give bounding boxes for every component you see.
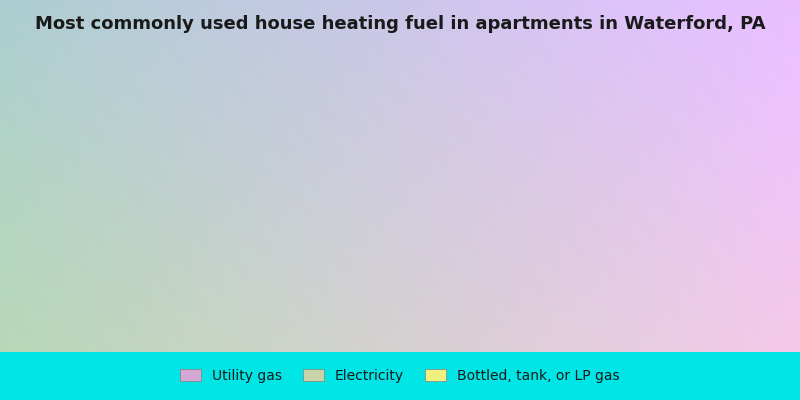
Wedge shape: [427, 85, 709, 302]
Legend: Utility gas, Electricity, Bottled, tank, or LP gas: Utility gas, Electricity, Bottled, tank,…: [175, 364, 625, 388]
Text: Most commonly used house heating fuel in apartments in Waterford, PA: Most commonly used house heating fuel in…: [34, 15, 766, 33]
Wedge shape: [570, 285, 712, 323]
Text: City-Data.com: City-Data.com: [670, 35, 760, 48]
Wedge shape: [88, 82, 449, 323]
